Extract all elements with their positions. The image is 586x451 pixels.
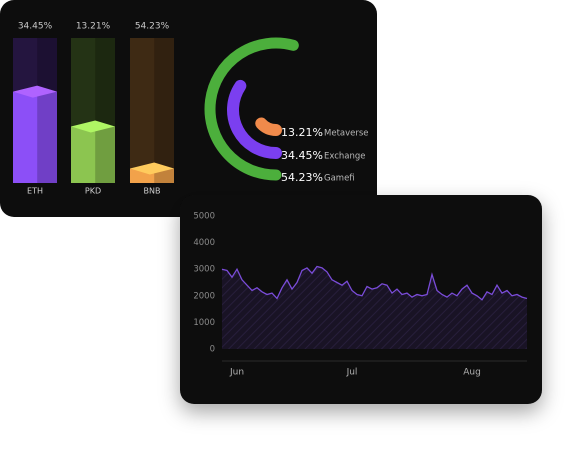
bar-category-label: BNB — [144, 187, 161, 196]
legend-value: 13.21% — [281, 126, 323, 139]
x-tick-label: Jul — [346, 368, 358, 378]
legend-value: 54.23% — [281, 171, 323, 184]
bar-value-label: 34.45% — [18, 22, 53, 32]
price-line — [221, 265, 528, 301]
x-tick-label: Jun — [229, 368, 244, 378]
line-chart: 0 1000 2000 3000 4000 5000 Jun Jul Aug — [193, 212, 528, 378]
area — [222, 266, 527, 349]
legend-value: 34.45% — [281, 149, 323, 162]
bar-category-label: ETH — [27, 187, 43, 196]
y-tick-label: 3000 — [193, 265, 215, 275]
radial-arc — [204, 37, 299, 181]
legend-label: Exchange — [324, 152, 366, 162]
legend-label: Gamefi — [324, 174, 355, 184]
bar-side — [37, 91, 57, 183]
legend-label: Metaverse — [324, 129, 369, 139]
y-tick-label: 1000 — [193, 318, 215, 328]
y-tick-label: 0 — [210, 345, 215, 355]
bar-column-side — [154, 38, 174, 183]
bar-value-label: 13.21% — [76, 22, 111, 32]
bar-top — [71, 120, 115, 133]
bar-chart: 34.45% ETH 13.21% PKD 54.23% BNB — [13, 22, 174, 196]
y-tick-label: 4000 — [193, 238, 215, 248]
radial-arc — [255, 117, 282, 136]
x-tick-label: Aug — [463, 368, 481, 378]
radial-arc — [227, 79, 282, 159]
y-tick-label: 5000 — [193, 212, 215, 222]
bar-category-label: PKD — [85, 187, 101, 196]
y-tick-label: 2000 — [193, 291, 215, 301]
bar-side — [95, 126, 115, 183]
bar-value-label: 54.23% — [135, 22, 170, 32]
bar-top — [13, 85, 57, 98]
bar-top — [130, 162, 174, 175]
